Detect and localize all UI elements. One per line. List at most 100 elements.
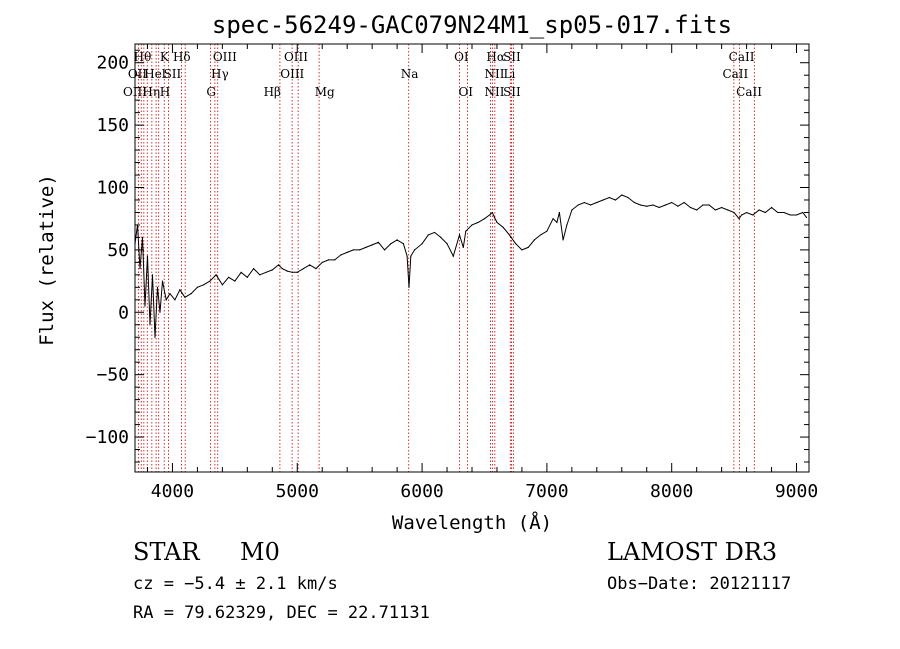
line-label: H [160,85,170,99]
axis-ticks: 4000 5000 6000 7000 8000 9000 −100 −50 0 50 100 150… [86,44,818,502]
data-point [286,270,288,272]
line-label: OII [128,67,148,81]
line-label: Hα [486,50,505,64]
data-point [462,246,464,248]
y-tick-label: 50 [107,240,129,261]
data-point [209,280,211,282]
data-point [340,254,342,256]
data-point [577,204,579,206]
data-point [151,274,154,276]
data-point [658,206,660,209]
data-point [271,269,273,271]
data-point [144,305,146,307]
object-type: STAR [133,538,200,566]
data-point [546,230,548,232]
data-point [408,286,410,288]
data-point [321,261,323,263]
data-point [179,289,181,291]
data-point [427,234,429,236]
line-label: CaII [722,67,748,81]
data-point [277,264,280,266]
data-point [402,243,404,245]
y-tick-label: 200 [96,53,129,74]
data-point [156,286,159,288]
line-label: Hθ [134,50,152,64]
data-point [390,243,392,245]
data-point [174,299,176,301]
line-label: NII [484,85,504,99]
data-point [502,226,504,229]
data-point [646,205,648,207]
line-label: Hβ [264,85,281,99]
line-label: OIII [280,67,304,81]
data-point [733,211,735,214]
emission-line-markers [137,44,755,472]
data-point [161,280,164,282]
data-point [346,251,348,253]
spectrum-series [134,194,808,338]
data-point [583,201,585,204]
data-point [154,336,156,338]
spectrum-chart: spec-56249-GAC079N24M1_sp05-017.fits 400… [36,11,818,534]
data-point [483,218,486,220]
line-label: SII [164,67,182,81]
data-point [627,196,629,199]
data-point [566,224,568,226]
data-point [190,292,192,295]
data-point [281,268,283,270]
data-point [371,244,373,246]
data-point [169,292,171,295]
data-point [552,218,554,220]
line-label: OI [458,85,473,99]
line-label: K [160,50,170,64]
x-tick-label: 5000 [276,481,319,502]
data-point [384,249,386,251]
data-point [571,209,573,211]
data-point [496,221,498,224]
data-point [556,221,558,224]
data-point [165,299,167,301]
data-point [764,211,766,214]
data-point [246,276,248,278]
data-point [139,268,141,270]
data-point [805,216,808,219]
data-point [652,204,654,206]
data-point [159,311,161,313]
line-label: CaII [736,85,762,99]
data-point [802,211,804,214]
data-point [795,214,798,216]
data-point [789,214,791,216]
data-point [677,205,679,207]
spectral-subclass: M0 [240,538,280,566]
data-point [741,214,743,216]
data-point [291,271,293,273]
y-tick-label: 150 [96,115,129,136]
data-point [639,204,642,206]
data-point [777,211,779,214]
plot-frame [134,43,810,473]
data-point [664,204,667,206]
data-point [770,206,773,209]
data-point [752,214,754,216]
data-point [446,243,448,245]
data-point [696,209,698,211]
line-label: SII [503,50,521,64]
data-point [215,274,217,276]
data-point [596,201,598,204]
line-label: G [206,85,216,99]
data-point [302,268,305,270]
data-point [359,249,361,251]
data-point [458,234,461,236]
data-point [515,243,517,245]
line-label: OI [454,50,469,64]
data-point [452,255,454,257]
data-point [309,264,311,266]
chart-title: spec-56249-GAC079N24M1_sp05-017.fits [212,11,732,39]
survey-name: LAMOST DR3 [607,538,778,566]
data-point [614,199,617,201]
data-point [721,206,723,209]
data-point [758,209,760,211]
data-point [327,259,330,261]
data-point [477,221,479,224]
